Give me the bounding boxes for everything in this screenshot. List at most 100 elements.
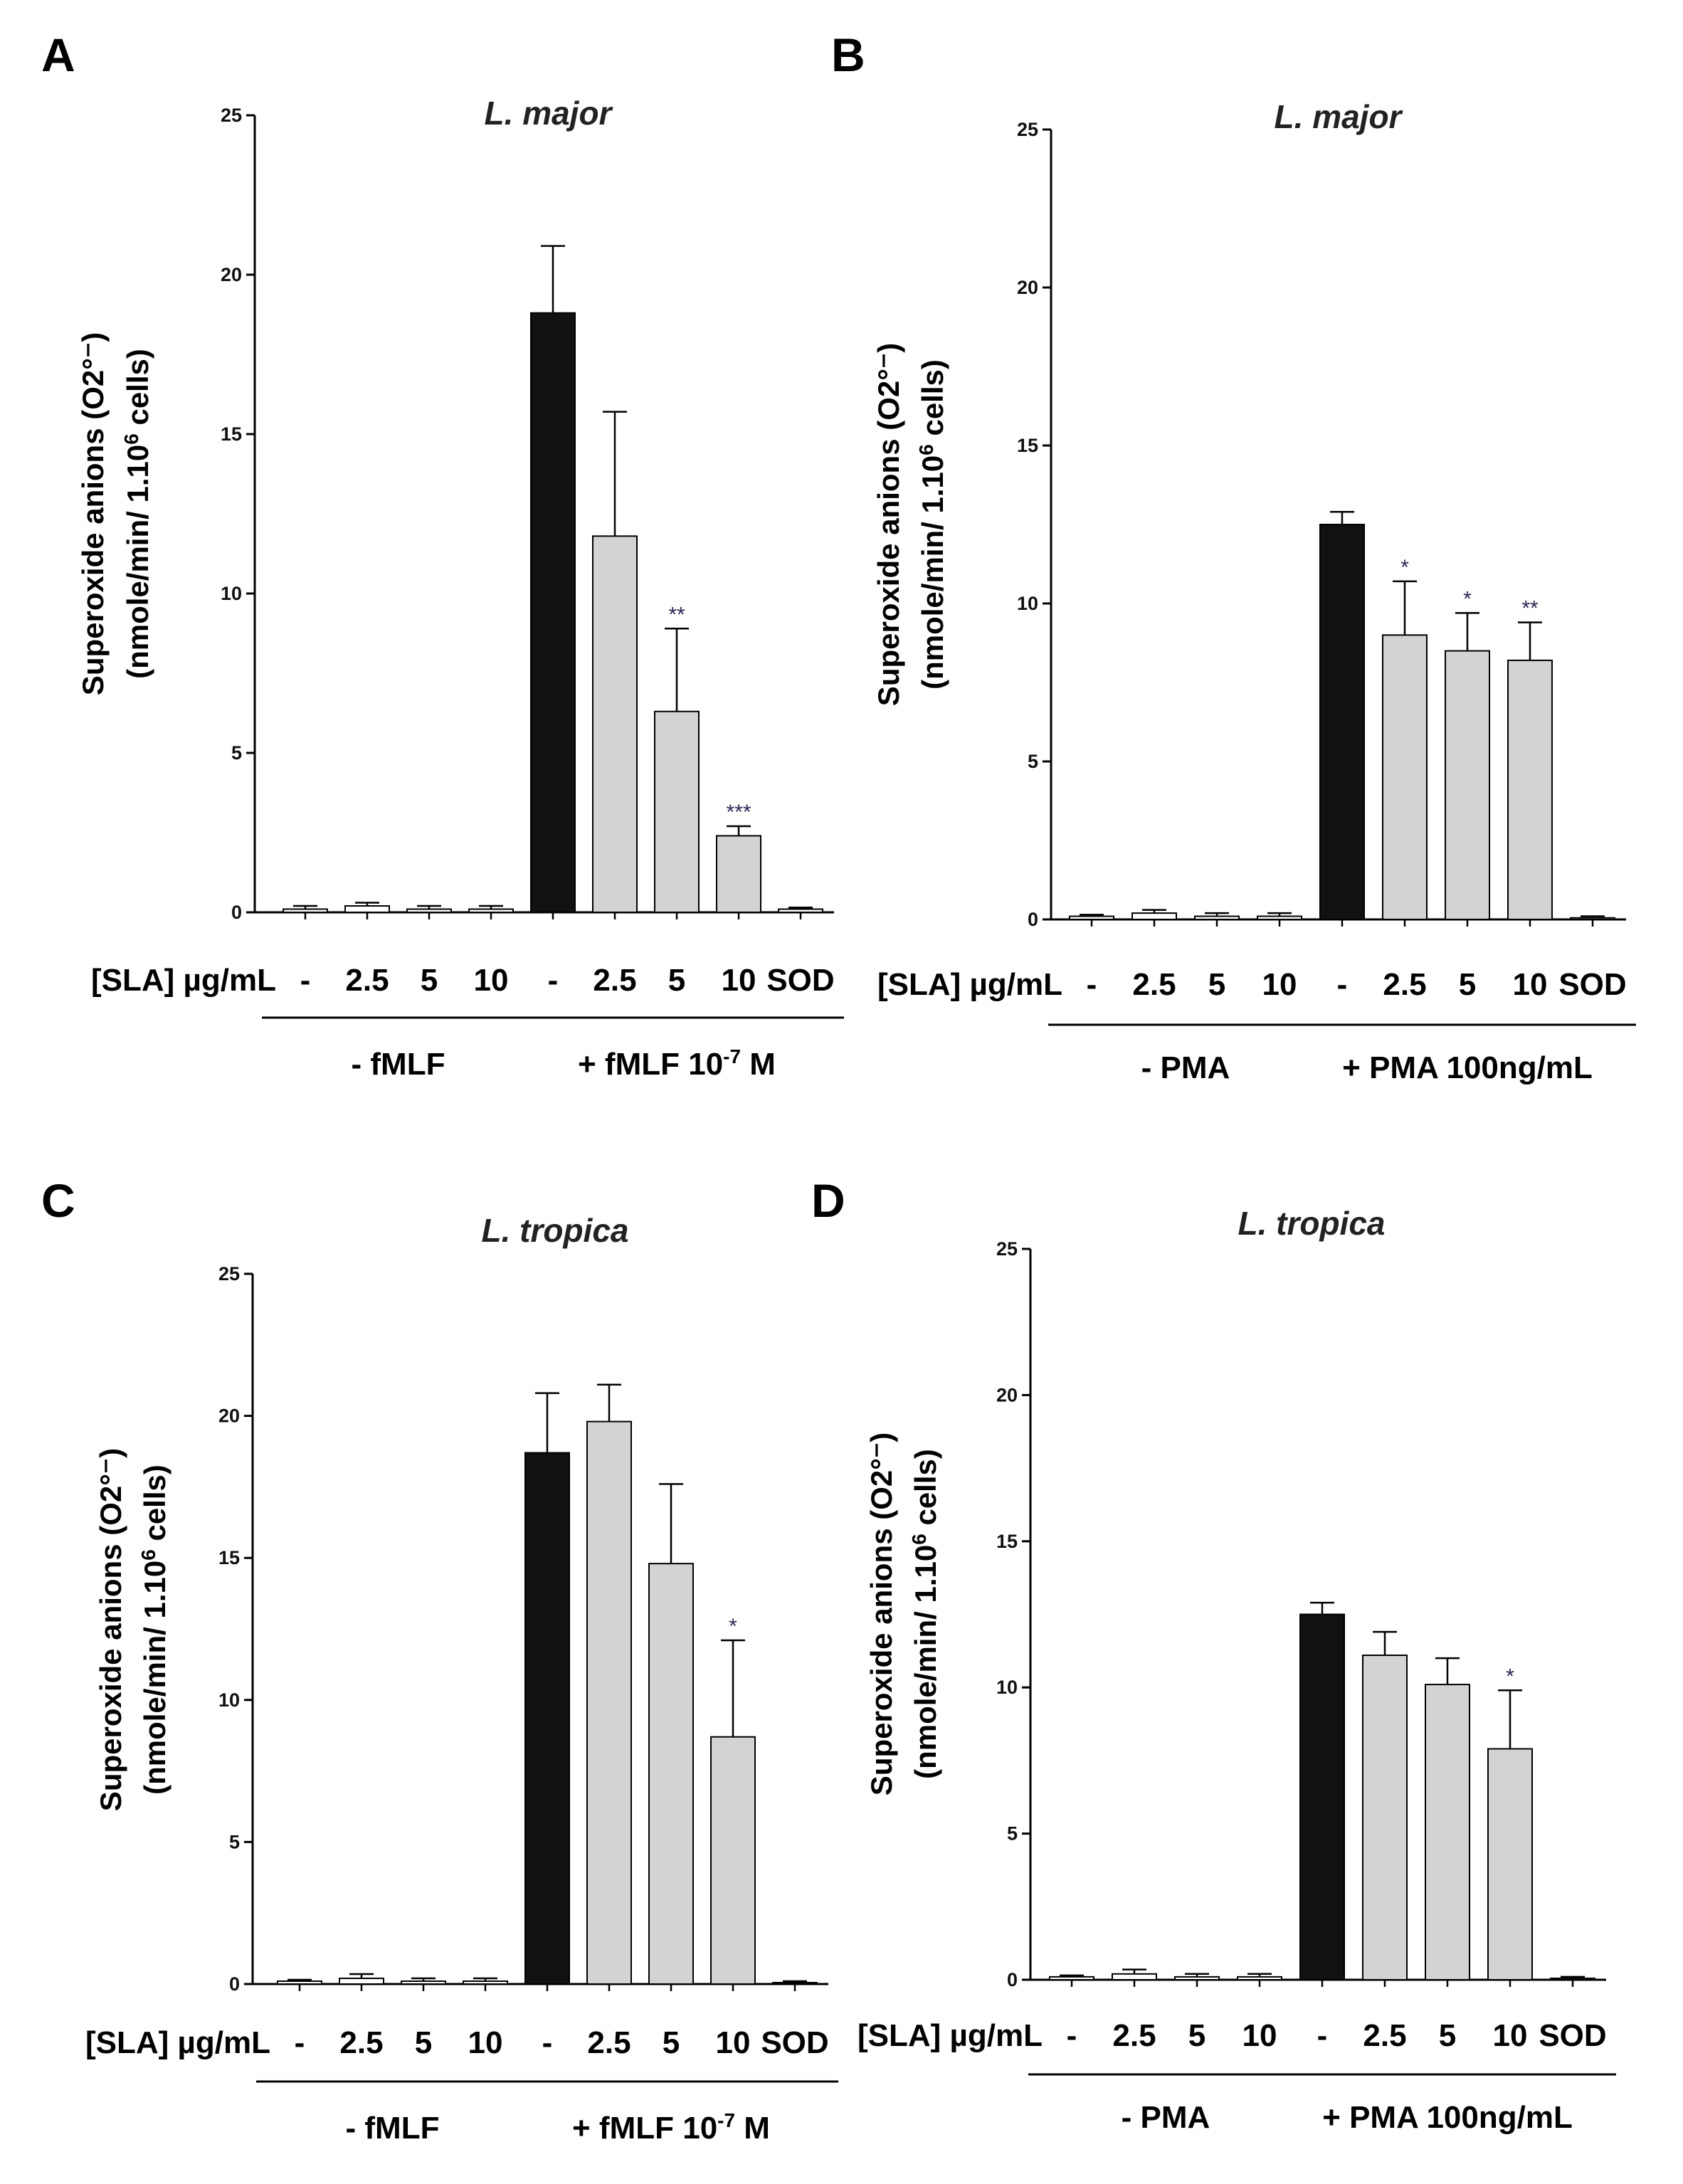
bar	[1237, 1975, 1282, 1981]
x-tick-label: 2.5	[593, 963, 636, 998]
x-tick-label: 10	[716, 2025, 751, 2060]
x-axis-prefix-label: [SLA] µg/mL	[91, 963, 276, 998]
x-tick-label: -	[1087, 967, 1097, 1002]
group-label-text: + PMA 100ng/mL	[1322, 2100, 1573, 2135]
y-axis-units-part: (nmole/min/ 1.10	[916, 455, 949, 690]
bar	[1445, 650, 1490, 920]
bar	[1382, 634, 1428, 921]
y-axis-label-units: (nmole/min/ 1.106 cells)	[137, 1465, 172, 1795]
y-tick-label: 15	[218, 1547, 240, 1568]
y-axis-label-units: (nmole/min/ 1.106 cells)	[120, 349, 154, 679]
x-tick-label: 5	[1439, 2018, 1456, 2053]
bar	[716, 835, 761, 913]
bar	[710, 1736, 756, 1985]
panel-d: D L. tropica Superoxide anions (O2°⁻) (nmol…	[811, 1174, 1616, 2135]
y-axis-units-superscript: 6	[915, 444, 937, 455]
bar	[277, 1980, 322, 1985]
y-axis-units-part: cells)	[138, 1465, 172, 1549]
group-label-text: - fMLF	[352, 1047, 445, 1082]
bar	[468, 908, 514, 914]
x-tick-label: -	[1067, 2018, 1077, 2053]
y-tick-label: 25	[218, 1263, 240, 1284]
bar	[1570, 917, 1615, 921]
y-axis-units-part: (nmole/min/ 1.10	[121, 445, 154, 679]
x-tick-label: 10	[1243, 2018, 1277, 2053]
bar	[406, 908, 452, 914]
x-tick-label: 10	[1493, 2018, 1528, 2053]
x-tick-label: 5	[1188, 2018, 1205, 2053]
y-axis-label: Superoxide anions (O2°⁻)	[872, 343, 905, 706]
y-tick-label: 10	[996, 1677, 1018, 1698]
x-tick-label: SOD	[766, 963, 834, 998]
bar	[1362, 1655, 1408, 1980]
significance-marker: *	[1463, 587, 1472, 611]
y-axis-units-part: (nmole/min/ 1.10	[138, 1561, 172, 1795]
chart-title: L. major	[1275, 98, 1403, 135]
y-axis-label: Superoxide anions (O2°⁻)	[76, 332, 110, 695]
significance-marker: *	[1506, 1665, 1514, 1688]
panel-a: A L. major Superoxide anions (O2°⁻) (nmole/…	[41, 28, 844, 1082]
y-axis-label-units: (nmole/min/ 1.106 cells)	[915, 359, 949, 690]
significance-marker: *	[729, 1615, 737, 1638]
x-tick-label: -	[542, 2025, 553, 2060]
x-axis-prefix-label: [SLA] µg/mL	[877, 967, 1062, 1002]
x-tick-label: SOD	[761, 2025, 828, 2060]
panel-letter: A	[41, 28, 75, 81]
y-axis-units-superscript: 6	[120, 433, 142, 445]
bar	[654, 710, 700, 913]
x-tick-label: 5	[1208, 967, 1225, 1002]
x-tick-label: 5	[663, 2025, 680, 2060]
x-tick-label: 2.5	[1363, 2018, 1406, 2053]
group-label-superscript: -7	[717, 2109, 735, 2131]
group-label-superscript: -7	[723, 1045, 741, 1067]
y-tick-label: 20	[218, 1405, 240, 1427]
group-label: - PMA	[1141, 1050, 1230, 1085]
significance-marker: *	[1400, 556, 1409, 579]
chart-title: L. tropica	[1238, 1205, 1385, 1242]
y-tick-label: 5	[231, 742, 242, 764]
x-tick-label: -	[1337, 967, 1348, 1002]
bar	[530, 312, 576, 913]
x-tick-label: -	[548, 963, 559, 998]
x-axis-prefix-label: [SLA] µg/mL	[85, 2025, 270, 2060]
x-tick-label: 2.5	[1112, 2018, 1156, 2053]
panel-c: C L. tropica Superoxide anions (O2°⁻) (nmol…	[41, 1174, 838, 2146]
group-label: + PMA 100ng/mL	[1322, 2100, 1573, 2135]
y-axis-units-part: cells)	[916, 359, 949, 444]
bar	[524, 1452, 570, 1985]
panel-letter: B	[831, 28, 865, 81]
y-tick-label: 0	[1028, 909, 1038, 930]
x-tick-label: 10	[722, 963, 756, 998]
x-tick-label: 5	[421, 963, 438, 998]
x-tick-label: -	[300, 963, 311, 998]
bar	[772, 1982, 818, 1985]
y-tick-label: 15	[1017, 435, 1038, 456]
x-tick-label: 2.5	[587, 2025, 631, 2060]
bar	[586, 1420, 632, 1985]
bar	[283, 908, 328, 914]
y-tick-label: 20	[996, 1384, 1018, 1405]
bar	[1507, 659, 1553, 920]
group-label-text: + fMLF 10	[578, 1047, 723, 1082]
group-label-text: M	[735, 2111, 770, 2146]
bar	[339, 1978, 384, 1985]
y-tick-label: 5	[229, 1831, 240, 1852]
x-tick-label: 2.5	[345, 963, 389, 998]
x-tick-label: 5	[415, 2025, 432, 2060]
group-label: - fMLF	[352, 1047, 445, 1082]
bar	[1174, 1975, 1220, 1981]
bar	[648, 1563, 694, 1985]
x-tick-label: 5	[1459, 967, 1476, 1002]
significance-marker: **	[668, 603, 685, 626]
group-label-text: + PMA 100ng/mL	[1342, 1050, 1593, 1085]
group-label: - fMLF	[346, 2111, 440, 2146]
x-tick-label: 5	[668, 963, 685, 998]
bar	[1299, 1613, 1345, 1980]
group-label-text: - PMA	[1141, 1050, 1230, 1085]
bar	[1112, 1973, 1157, 1980]
bar	[1257, 915, 1302, 921]
group-label-text: + fMLF 10	[572, 2111, 717, 2146]
bar	[1487, 1748, 1533, 1981]
group-label-text: M	[741, 1047, 776, 1082]
x-tick-label: 2.5	[339, 2025, 383, 2060]
